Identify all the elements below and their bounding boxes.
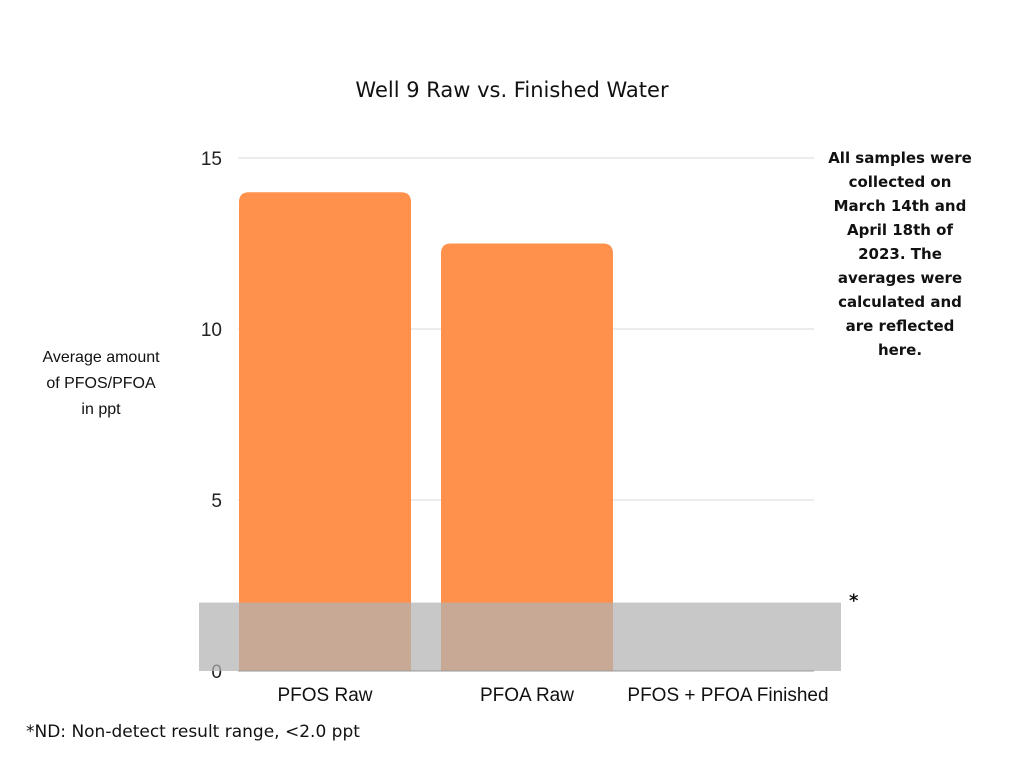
y-axis-label-line: of PFOS/PFOA bbox=[46, 375, 156, 392]
note-line: here. bbox=[877, 341, 923, 359]
note-line: March 14th and bbox=[833, 197, 967, 215]
y-axis-label-line: in ppt bbox=[81, 401, 121, 418]
note-line: 2023. The bbox=[858, 245, 942, 263]
x-category-label: PFOA Raw bbox=[480, 685, 574, 706]
note-line: April 18th of bbox=[846, 221, 954, 239]
y-tick-label: 5 bbox=[211, 491, 222, 512]
note-line: All samples were bbox=[828, 149, 972, 167]
x-category-label: PFOS + PFOA Finished bbox=[627, 685, 828, 706]
x-category-label: PFOS Raw bbox=[277, 685, 372, 706]
y-axis-label: Average amount of PFOS/PFOA in ppt bbox=[18, 345, 184, 423]
bar-pfos-raw bbox=[239, 192, 411, 671]
bar-pfoa-raw bbox=[441, 243, 613, 671]
chart-title: Well 9 Raw vs. Finished Water bbox=[355, 78, 669, 102]
note-line: calculated and bbox=[838, 293, 962, 311]
non-detect-marker: * bbox=[849, 591, 859, 612]
sampling-note: All samples were collected on March 14th… bbox=[810, 146, 990, 362]
y-axis-label-line: Average amount bbox=[42, 349, 160, 366]
y-tick-label: 10 bbox=[201, 320, 222, 341]
note-line: are reflected bbox=[845, 317, 955, 335]
footnote: *ND: Non-detect result range, <2.0 ppt bbox=[26, 722, 360, 742]
non-detect-band bbox=[199, 602, 841, 671]
y-tick-label: 0 bbox=[211, 662, 222, 683]
y-tick-label: 15 bbox=[201, 149, 222, 170]
note-line: averages were bbox=[837, 269, 963, 287]
note-line: collected on bbox=[848, 173, 952, 191]
